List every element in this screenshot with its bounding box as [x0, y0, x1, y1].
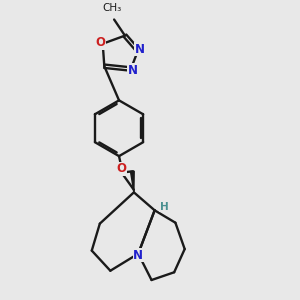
Text: H: H: [160, 202, 168, 212]
Text: N: N: [128, 64, 138, 77]
Text: N: N: [133, 249, 143, 262]
Text: N: N: [135, 43, 145, 56]
Text: O: O: [96, 36, 106, 49]
Text: O: O: [116, 162, 127, 175]
Polygon shape: [130, 171, 134, 192]
Text: CH₃: CH₃: [103, 3, 122, 13]
